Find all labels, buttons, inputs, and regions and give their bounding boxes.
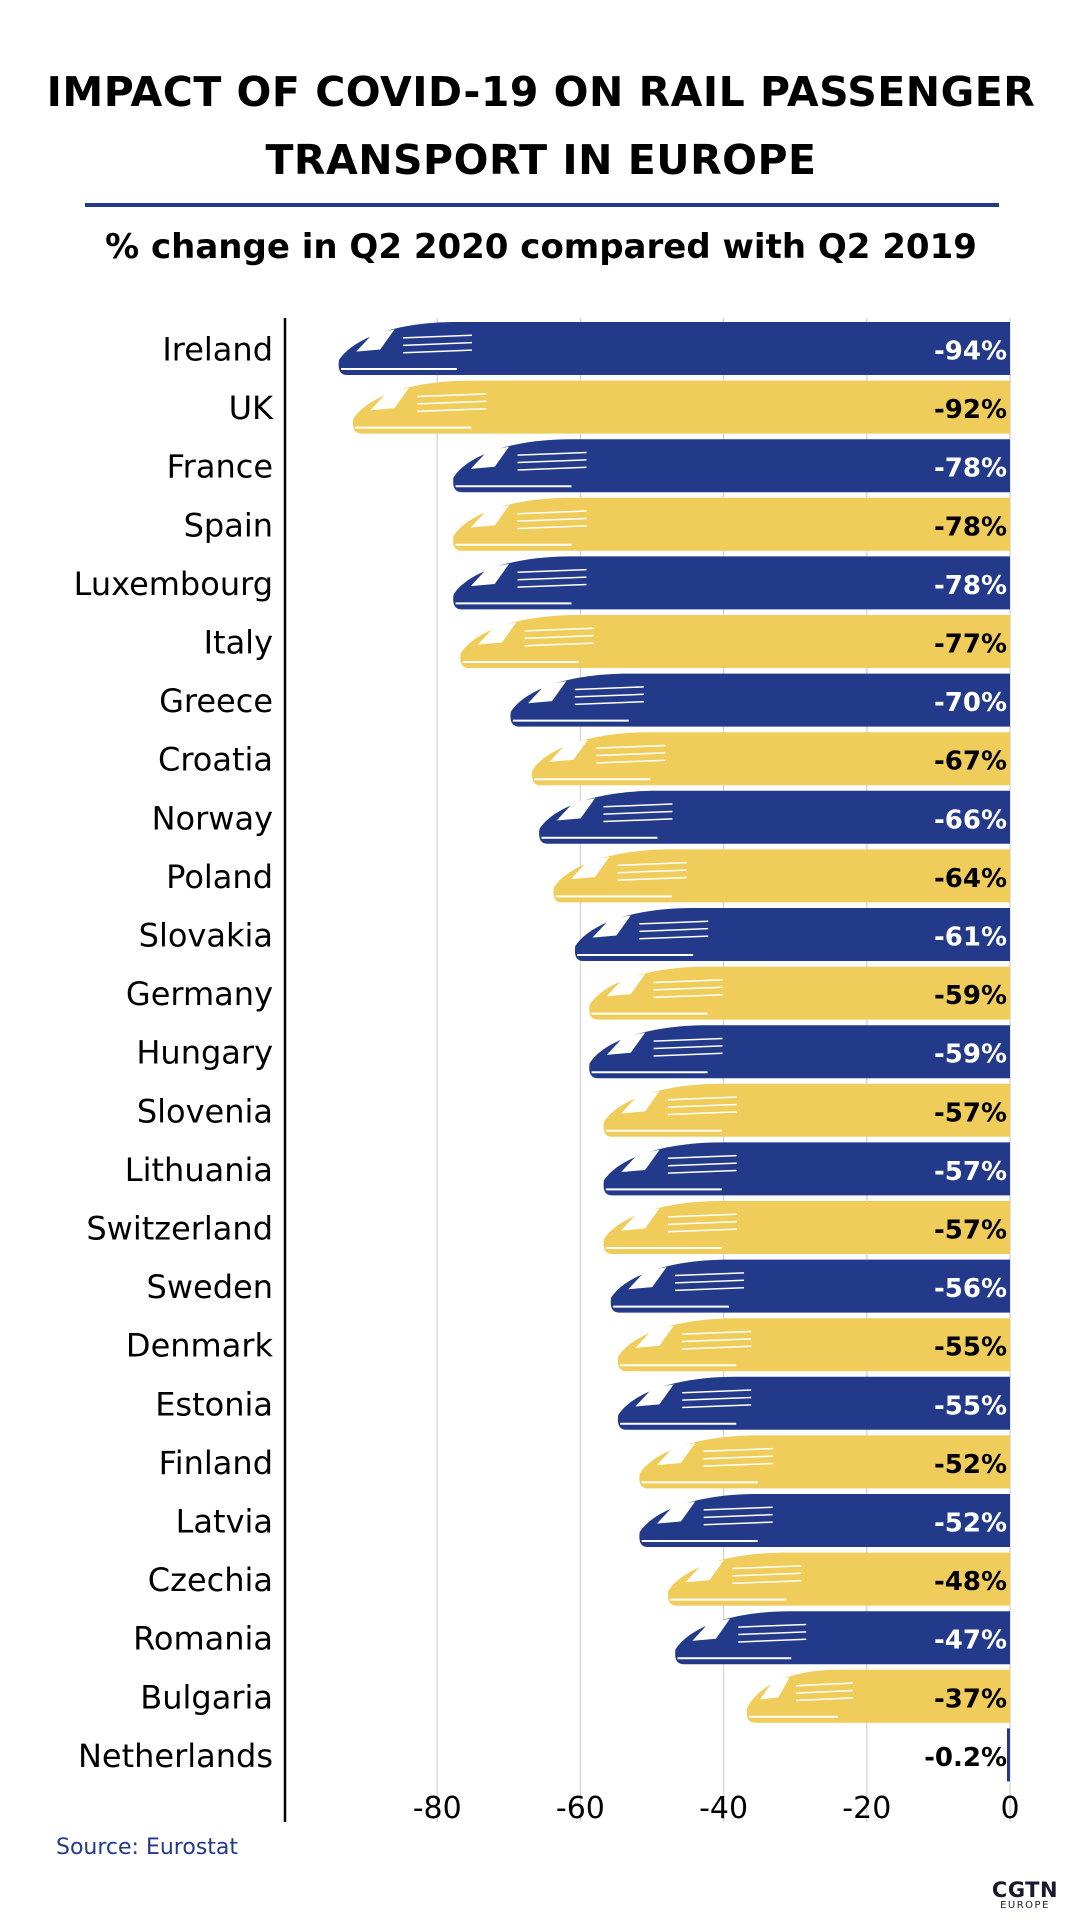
category-label: Sweden	[147, 1268, 273, 1306]
data-label: -57%	[934, 1216, 1007, 1246]
bar	[603, 1083, 1010, 1137]
data-label: -94%	[934, 337, 1007, 367]
data-label: -64%	[934, 864, 1007, 894]
category-label: UK	[229, 389, 274, 427]
bar	[617, 1318, 1010, 1372]
category-label: Slovakia	[139, 917, 273, 955]
bar	[603, 1201, 1010, 1254]
bar	[539, 790, 1010, 844]
data-label: -77%	[934, 630, 1007, 660]
bar	[510, 673, 1010, 727]
bar	[338, 322, 1010, 375]
x-tick-label: -20	[842, 1791, 891, 1826]
data-label: -66%	[934, 805, 1007, 835]
bar	[1007, 1728, 1010, 1782]
data-label: -52%	[934, 1450, 1007, 1480]
bar	[675, 1611, 1010, 1665]
data-label: -47%	[934, 1626, 1007, 1656]
x-tick-label: -60	[556, 1791, 605, 1826]
bar	[639, 1494, 1010, 1547]
bar	[639, 1435, 1010, 1489]
chart-subtitle: % change in Q2 2020 compared with Q2 201…	[105, 227, 977, 267]
category-label: Ireland	[162, 331, 273, 369]
category-label: Estonia	[155, 1385, 273, 1423]
category-label: Luxembourg	[74, 565, 273, 603]
bar	[746, 1669, 1010, 1723]
data-label: -48%	[934, 1567, 1007, 1597]
logo-wordmark: CGTN	[991, 1878, 1059, 1902]
data-label: -55%	[934, 1391, 1007, 1421]
data-label: -67%	[934, 747, 1007, 777]
category-label: Slovenia	[137, 1092, 273, 1130]
data-label: -92%	[934, 395, 1007, 425]
data-label: -59%	[934, 1040, 1007, 1070]
category-label: Lithuania	[125, 1151, 273, 1189]
bar	[460, 615, 1010, 668]
bar	[453, 439, 1010, 493]
bar	[617, 1376, 1010, 1430]
category-label: Greece	[159, 682, 273, 720]
bar	[553, 849, 1010, 903]
cgtn-logo: CGTN EUROPE	[980, 1880, 1070, 1911]
category-label: Italy	[204, 624, 273, 662]
data-label: -78%	[934, 571, 1007, 601]
data-label: -55%	[934, 1333, 1007, 1363]
data-label: -78%	[934, 512, 1007, 542]
data-label: -52%	[934, 1509, 1007, 1539]
data-label: -0.2%	[924, 1743, 1007, 1773]
category-label: Spain	[184, 506, 273, 544]
category-label: Hungary	[136, 1034, 273, 1072]
data-label: -57%	[934, 1157, 1007, 1187]
category-label: Croatia	[158, 741, 273, 779]
x-tick-label: -80	[413, 1791, 462, 1826]
data-label: -61%	[934, 923, 1007, 953]
bar	[589, 966, 1010, 1020]
x-tick-label: -40	[699, 1791, 748, 1826]
chart-title-line-2: TRANSPORT IN EUROPE	[265, 136, 817, 184]
category-label: Switzerland	[86, 1210, 273, 1248]
category-label: Denmark	[126, 1327, 274, 1365]
category-label: France	[167, 448, 273, 486]
data-label: -59%	[934, 981, 1007, 1011]
bar	[574, 908, 1010, 961]
category-label: Germany	[126, 975, 273, 1013]
bar	[352, 380, 1010, 434]
category-label: Finland	[159, 1444, 273, 1482]
source-note: Source: Eurostat	[56, 1835, 239, 1860]
title-divider	[85, 203, 999, 207]
bar	[667, 1552, 1010, 1606]
data-label: -78%	[934, 454, 1007, 484]
bar	[610, 1259, 1010, 1313]
data-label: -70%	[934, 688, 1007, 718]
data-label: -37%	[934, 1684, 1007, 1714]
bar	[603, 1142, 1010, 1196]
category-label: Poland	[166, 858, 273, 896]
category-label: Romania	[133, 1620, 273, 1658]
bar	[453, 556, 1010, 610]
x-tick-label: 0	[1000, 1791, 1019, 1826]
bar	[589, 1025, 1010, 1079]
category-label: Czechia	[148, 1561, 273, 1599]
data-label: -56%	[934, 1274, 1007, 1304]
data-label: -57%	[934, 1098, 1007, 1128]
category-label: Latvia	[176, 1503, 273, 1541]
bar	[453, 497, 1010, 551]
bar	[531, 732, 1010, 786]
category-label: Netherlands	[78, 1737, 273, 1775]
chart-title-line-1: IMPACT OF COVID-19 ON RAIL PASSENGER	[46, 68, 1036, 116]
logo-subtitle: EUROPE	[1000, 1900, 1050, 1911]
category-label: Bulgaria	[140, 1678, 273, 1716]
category-label: Norway	[152, 799, 273, 837]
